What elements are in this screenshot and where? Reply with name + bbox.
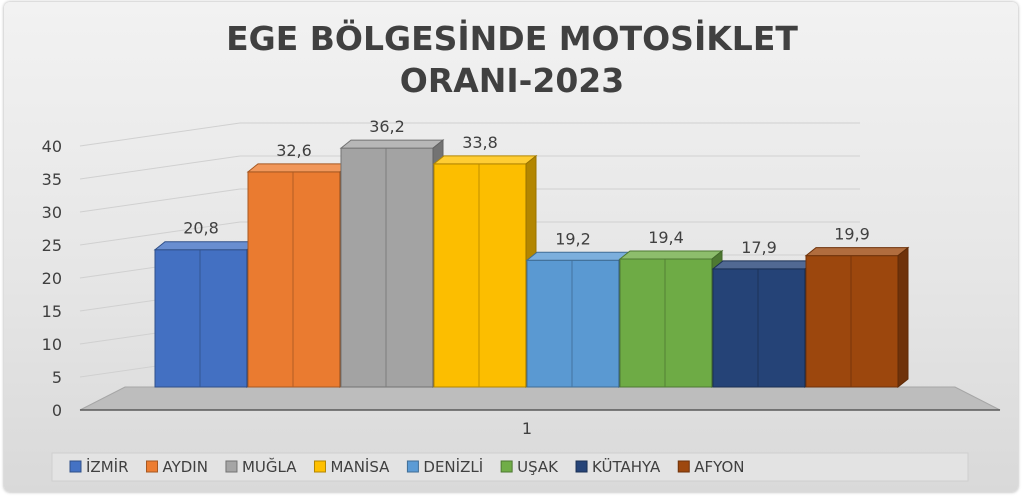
bar-1 xyxy=(153,240,259,389)
legend-item-1: İZMİR xyxy=(69,457,129,476)
y-tick-label: 5 xyxy=(52,368,62,387)
legend-label: DENİZLİ xyxy=(423,457,483,476)
bar-top-face xyxy=(432,155,538,165)
y-tick-label: 35 xyxy=(42,170,62,189)
grid-line-diagonal xyxy=(79,188,241,213)
y-tick-label: 30 xyxy=(42,203,62,222)
bar-front-face xyxy=(340,147,434,388)
bar-top-face xyxy=(525,251,631,261)
bar-top-face xyxy=(153,241,259,251)
legend-label: KÜTAHYA xyxy=(592,457,661,476)
y-axis-ticks: 0 5 10 15 20 25 30 35 40 xyxy=(42,137,62,420)
bar-top-face xyxy=(246,163,352,173)
chart-title-line-2: ORANI-2023 xyxy=(400,61,624,100)
bar-top-face xyxy=(339,139,445,149)
x-tick-label: 1 xyxy=(522,419,532,438)
legend-swatch xyxy=(406,460,419,473)
chart-walls xyxy=(79,386,1001,411)
data-label: 19,4 xyxy=(648,228,684,247)
legend-swatch xyxy=(677,460,690,473)
grid-line-diagonal xyxy=(79,122,241,147)
bar-front-face xyxy=(247,171,341,388)
legend-item-6: UŞAK xyxy=(500,458,559,476)
legend-label: MUĞLA xyxy=(242,457,297,476)
bar-side-face xyxy=(897,246,909,389)
bar-4 xyxy=(432,154,538,389)
y-tick-label: 0 xyxy=(52,401,62,420)
legend-label: UŞAK xyxy=(517,458,559,476)
bar-7 xyxy=(711,259,817,389)
legend: İZMİR AYDIN MUĞLA MANİSA DENİZLİ UŞAK KÜTAHYA A… xyxy=(51,452,969,482)
legend-label: AFYON xyxy=(694,458,744,476)
legend-item-5: DENİZLİ xyxy=(406,457,483,476)
legend-item-7: KÜTAHYA xyxy=(575,457,661,476)
data-labels: 20,8 32,6 36,2 33,8 19,2 19,4 17,9 19,9 xyxy=(183,117,870,257)
bar-front-face xyxy=(805,255,899,388)
data-label: 19,9 xyxy=(834,225,870,244)
bar-top-face xyxy=(618,250,724,260)
bar-top-face xyxy=(711,260,817,270)
grid-line-diagonal xyxy=(79,221,241,246)
legend-item-4: MANİSA xyxy=(313,457,390,476)
legend-label: MANİSA xyxy=(330,457,390,476)
legend-label: AYDIN xyxy=(163,458,208,476)
bar-6 xyxy=(618,249,724,389)
x-axis-ticks: 1 xyxy=(522,419,532,438)
legend-swatch xyxy=(500,460,513,473)
y-tick-label: 10 xyxy=(42,335,62,354)
bar-3 xyxy=(339,139,445,389)
legend-item-3: MUĞLA xyxy=(225,457,297,476)
bar-8 xyxy=(804,246,910,389)
bar-2 xyxy=(246,162,352,389)
bar-front-face xyxy=(526,259,620,388)
data-label: 20,8 xyxy=(183,219,219,238)
bar-5 xyxy=(525,251,631,389)
legend-label: İZMİR xyxy=(86,457,129,476)
chart-title-line-1: EGE BÖLGESİNDE MOTOSİKLET xyxy=(226,18,798,58)
bars xyxy=(153,139,910,389)
grid-line-diagonal xyxy=(79,155,241,180)
legend-swatch xyxy=(225,460,238,473)
legend-swatch xyxy=(313,460,326,473)
data-label: 17,9 xyxy=(741,238,777,257)
data-label: 36,2 xyxy=(369,117,405,136)
legend-swatch xyxy=(69,460,82,473)
bar-front-face xyxy=(619,258,713,388)
legend-item-2: AYDIN xyxy=(146,458,208,476)
bar-front-face xyxy=(433,163,527,388)
data-label: 19,2 xyxy=(555,229,591,248)
legend-swatch xyxy=(575,460,588,473)
data-label: 33,8 xyxy=(462,133,498,152)
legend-box xyxy=(51,452,969,482)
chart-floor xyxy=(79,386,1001,411)
bar-front-face xyxy=(712,268,806,388)
data-label: 32,6 xyxy=(276,141,312,160)
bar-front-face xyxy=(154,249,248,388)
y-tick-label: 40 xyxy=(42,137,62,156)
legend-item-8: AFYON xyxy=(677,458,745,476)
y-tick-label: 25 xyxy=(42,236,62,255)
y-tick-label: 20 xyxy=(42,269,62,288)
bar-top-face xyxy=(804,247,910,257)
legend-swatch xyxy=(146,460,158,473)
y-tick-label: 15 xyxy=(42,302,62,321)
